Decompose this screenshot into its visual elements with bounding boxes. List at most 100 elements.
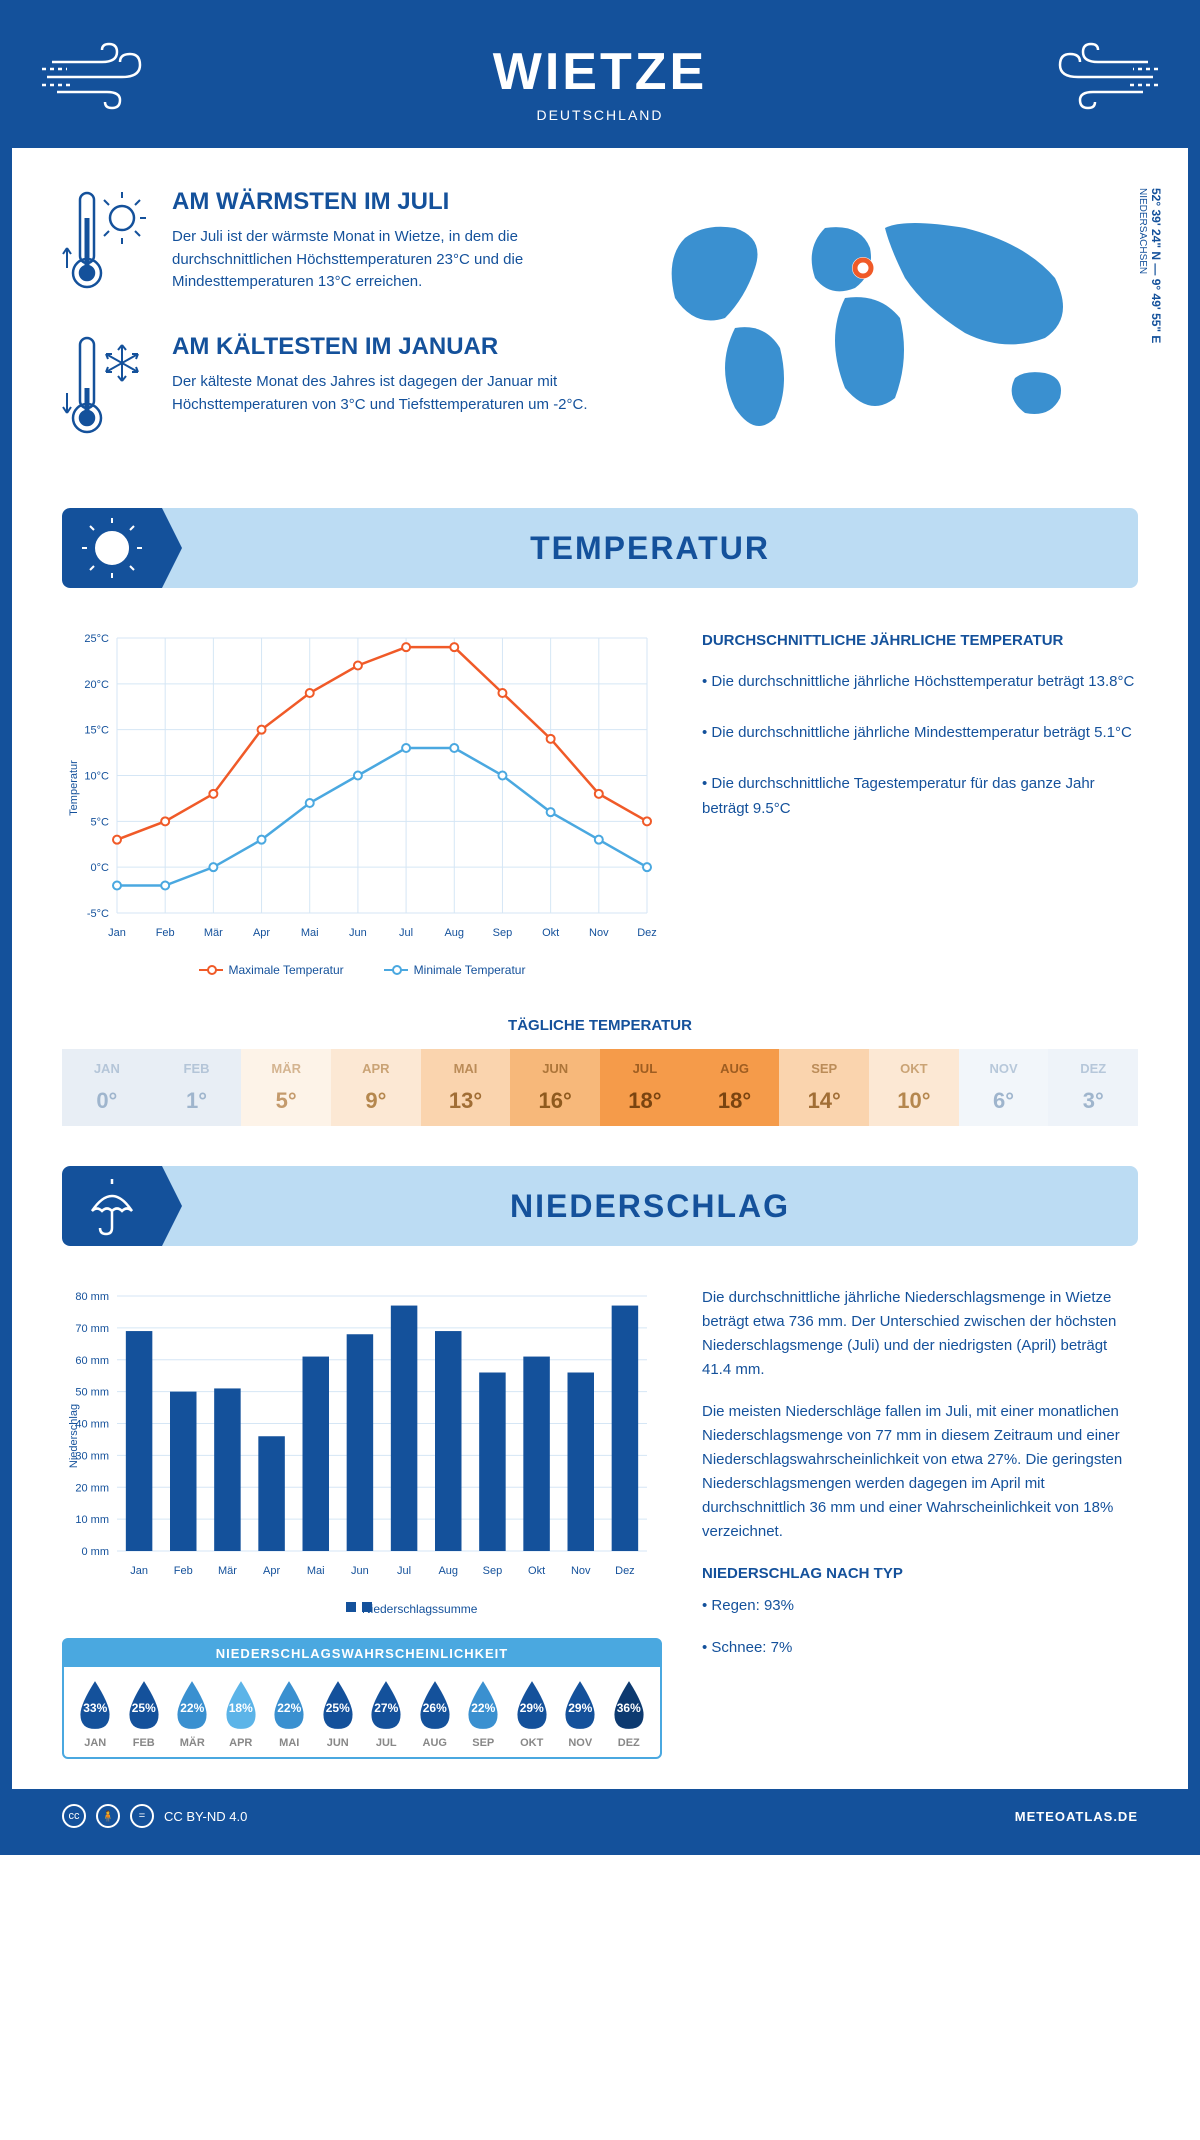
temp-title: TEMPERATUR — [162, 530, 1138, 567]
svg-text:80 mm: 80 mm — [75, 1291, 109, 1303]
svg-text:15°C: 15°C — [84, 725, 109, 737]
temp-bullet: • Die durchschnittliche jährliche Mindes… — [702, 720, 1138, 746]
svg-text:Mai: Mai — [307, 1565, 325, 1577]
month-cell: JAN0° — [62, 1049, 152, 1126]
svg-text:10 mm: 10 mm — [75, 1514, 109, 1526]
by-icon: 🧍 — [96, 1804, 120, 1828]
svg-text:50 mm: 50 mm — [75, 1387, 109, 1399]
svg-text:Apr: Apr — [263, 1565, 280, 1577]
daily-temp-title: TÄGLICHE TEMPERATUR — [12, 1017, 1188, 1034]
month-cell: APR9° — [331, 1049, 421, 1126]
precip-type: • Schnee: 7% — [702, 1636, 1138, 1660]
svg-text:70 mm: 70 mm — [75, 1323, 109, 1335]
svg-text:Jun: Jun — [349, 927, 367, 939]
prob-drop: 29% OKT — [509, 1679, 556, 1749]
month-cell: FEB1° — [152, 1049, 242, 1126]
svg-text:Mär: Mär — [204, 927, 223, 939]
intro-section: AM WÄRMSTEN IM JULI Der Juli ist der wär… — [12, 148, 1188, 508]
svg-text:Okt: Okt — [542, 927, 559, 939]
svg-text:Temperatur: Temperatur — [68, 760, 80, 816]
svg-text:30 mm: 30 mm — [75, 1450, 109, 1462]
svg-text:Feb: Feb — [174, 1565, 193, 1577]
world-map-icon — [645, 188, 1105, 448]
svg-text:Aug: Aug — [444, 927, 464, 939]
month-cell: JUL18° — [600, 1049, 690, 1126]
svg-text:Jul: Jul — [397, 1565, 411, 1577]
svg-text:10°C: 10°C — [84, 771, 109, 783]
month-cell: NOV6° — [959, 1049, 1049, 1126]
prob-drop: 18% APR — [218, 1679, 265, 1749]
region-label: NIEDERSACHSEN — [1137, 188, 1148, 274]
prob-drop: 25% JUN — [315, 1679, 362, 1749]
svg-text:-5°C: -5°C — [87, 908, 109, 920]
wind-icon — [1038, 42, 1158, 117]
svg-text:Feb: Feb — [156, 927, 175, 939]
temp-bullet: • Die durchschnittliche Tagestemperatur … — [702, 771, 1138, 822]
temp-text-title: DURCHSCHNITTLICHE JÄHRLICHE TEMPERATUR — [702, 628, 1138, 654]
month-cell: DEZ3° — [1048, 1049, 1138, 1126]
thermometer-sun-icon — [62, 188, 152, 303]
prob-drop: 25% FEB — [121, 1679, 168, 1749]
svg-text:Jul: Jul — [399, 927, 413, 939]
temp-bullet: • Die durchschnittliche jährliche Höchst… — [702, 669, 1138, 695]
svg-text:Aug: Aug — [438, 1565, 458, 1577]
svg-text:40 mm: 40 mm — [75, 1419, 109, 1431]
month-cell: JUN16° — [510, 1049, 600, 1126]
svg-text:Sep: Sep — [483, 1565, 503, 1577]
precip-p2: Die meisten Niederschläge fallen im Juli… — [702, 1400, 1138, 1544]
header: WIETZE DEUTSCHLAND — [12, 12, 1188, 148]
wind-icon — [42, 42, 162, 117]
prob-drop: 29% NOV — [557, 1679, 604, 1749]
svg-text:Nov: Nov — [571, 1565, 591, 1577]
prob-drop: 36% DEZ — [606, 1679, 653, 1749]
prob-drop: 22% MAI — [266, 1679, 313, 1749]
precip-legend: Niederschlagssumme — [62, 1599, 662, 1613]
coldest-block: AM KÄLTESTEN IM JANUAR Der kälteste Mona… — [62, 333, 605, 448]
sun-icon — [62, 508, 162, 588]
country-label: DEUTSCHLAND — [12, 107, 1188, 123]
svg-text:0°C: 0°C — [91, 862, 110, 874]
umbrella-icon — [62, 1166, 162, 1246]
thermometer-snow-icon — [62, 333, 152, 448]
precip-type-title: NIEDERSCHLAG NACH TYP — [702, 1562, 1138, 1586]
temp-line-chart: -5°C0°C5°C10°C15°C20°C25°CJanFebMärAprMa… — [62, 628, 662, 977]
svg-text:Nov: Nov — [589, 927, 609, 939]
svg-text:Jan: Jan — [130, 1565, 148, 1577]
month-cell: MÄR5° — [241, 1049, 331, 1126]
license-label: CC BY-ND 4.0 — [164, 1809, 247, 1824]
prob-drop: 22% MÄR — [169, 1679, 216, 1749]
nd-icon: = — [130, 1804, 154, 1828]
svg-text:5°C: 5°C — [91, 816, 110, 828]
precip-type: • Regen: 93% — [702, 1594, 1138, 1618]
month-cell: AUG18° — [690, 1049, 780, 1126]
cold-text: Der kälteste Monat des Jahres ist dagege… — [172, 371, 605, 416]
svg-text:25°C: 25°C — [84, 633, 109, 645]
precip-bar-chart: 0 mm 10 mm 20 mm 30 mm 40 mm 50 mm 60 mm 70 mm 8… — [62, 1286, 662, 1586]
footer: cc 🧍 = CC BY-ND 4.0 METEOATLAS.DE — [12, 1789, 1188, 1843]
coords-label: 52° 39' 24" N — 9° 49' 55" E — [1149, 188, 1163, 343]
svg-text:Sep: Sep — [493, 927, 513, 939]
prob-drop: 26% AUG — [412, 1679, 459, 1749]
precip-p1: Die durchschnittliche jährliche Niedersc… — [702, 1286, 1138, 1382]
svg-text:Dez: Dez — [637, 927, 657, 939]
prob-title: NIEDERSCHLAGSWAHRSCHEINLICHKEIT — [64, 1640, 660, 1667]
cold-title: AM KÄLTESTEN IM JANUAR — [172, 333, 605, 361]
cc-icon: cc — [62, 1804, 86, 1828]
probability-box: NIEDERSCHLAGSWAHRSCHEINLICHKEIT 33% JAN … — [62, 1638, 662, 1759]
svg-text:60 mm: 60 mm — [75, 1355, 109, 1367]
prob-drop: 33% JAN — [72, 1679, 119, 1749]
site-label: METEOATLAS.DE — [1015, 1809, 1138, 1824]
svg-text:Apr: Apr — [253, 927, 270, 939]
svg-text:Jun: Jun — [351, 1565, 369, 1577]
svg-text:20 mm: 20 mm — [75, 1482, 109, 1494]
month-cell: MAI13° — [421, 1049, 511, 1126]
svg-text:20°C: 20°C — [84, 679, 109, 691]
temp-section-header: TEMPERATUR — [62, 508, 1138, 588]
svg-text:Mär: Mär — [218, 1565, 237, 1577]
month-cell: SEP14° — [779, 1049, 869, 1126]
prob-drop: 22% SEP — [460, 1679, 507, 1749]
daily-temp-strip: JAN0°FEB1°MÄR5°APR9°MAI13°JUN16°JUL18°AU… — [62, 1049, 1138, 1126]
legend-max: .legend-item:first-child .legend-line::b… — [199, 963, 344, 977]
month-cell: OKT10° — [869, 1049, 959, 1126]
svg-text:0 mm: 0 mm — [82, 1546, 110, 1558]
